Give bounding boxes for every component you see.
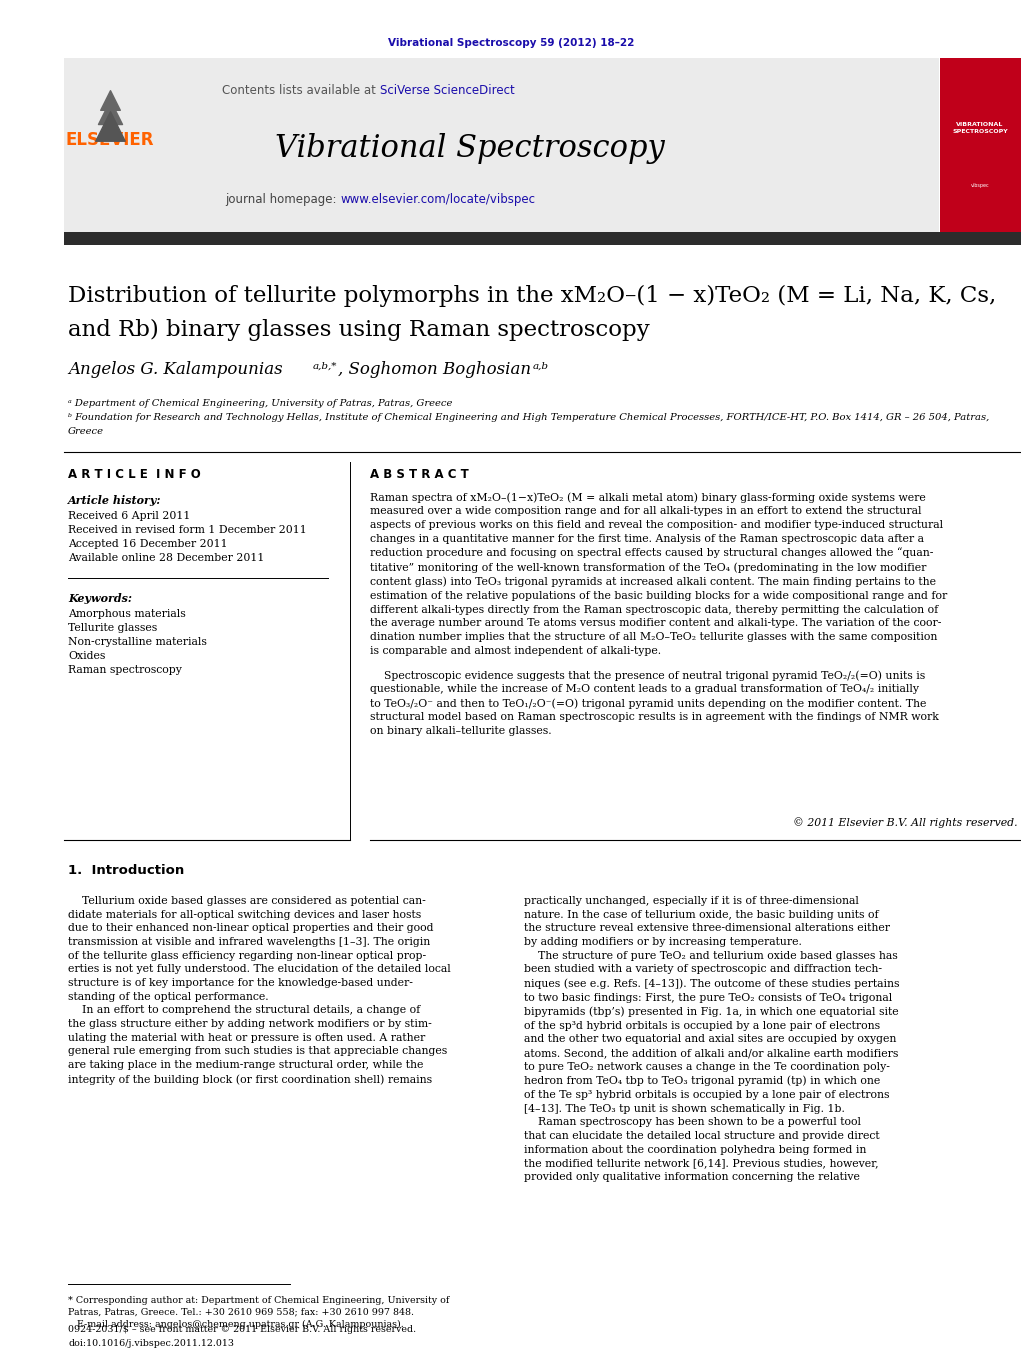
Text: doi:10.1016/j.vibspec.2011.12.013: doi:10.1016/j.vibspec.2011.12.013 bbox=[68, 1339, 234, 1348]
Text: www.elsevier.com/locate/vibspec: www.elsevier.com/locate/vibspec bbox=[340, 193, 535, 207]
Text: Tellurite glasses: Tellurite glasses bbox=[68, 623, 157, 634]
Text: and Rb) binary glasses using Raman spectroscopy: and Rb) binary glasses using Raman spect… bbox=[68, 319, 649, 340]
Text: ᵇ Foundation for Research and Technology Hellas, Institute of Chemical Engineeri: ᵇ Foundation for Research and Technology… bbox=[68, 413, 989, 423]
Text: Tellurium oxide based glasses are considered as potential can-
didate materials : Tellurium oxide based glasses are consid… bbox=[68, 896, 450, 1085]
Text: a,b,*: a,b,* bbox=[313, 362, 338, 370]
Text: , Soghomon Boghosian: , Soghomon Boghosian bbox=[338, 362, 531, 378]
Point bbox=[102, 101, 118, 123]
Text: A R T I C L E  I N F O: A R T I C L E I N F O bbox=[68, 467, 201, 481]
Text: ELSEVIER: ELSEVIER bbox=[65, 131, 154, 149]
Bar bbox=[64, 58, 939, 232]
Text: © 2011 Elsevier B.V. All rights reserved.: © 2011 Elsevier B.V. All rights reserved… bbox=[793, 817, 1018, 828]
Text: Received in revised form 1 December 2011: Received in revised form 1 December 2011 bbox=[68, 526, 306, 535]
Text: Amorphous materials: Amorphous materials bbox=[68, 609, 186, 619]
Text: * Corresponding author at: Department of Chemical Engineering, University of
Pat: * Corresponding author at: Department of… bbox=[68, 1296, 449, 1329]
Text: Received 6 April 2011: Received 6 April 2011 bbox=[68, 511, 190, 521]
Bar bbox=[64, 232, 1021, 245]
Text: SciVerse ScienceDirect: SciVerse ScienceDirect bbox=[380, 84, 515, 96]
Text: ᵃ Department of Chemical Engineering, University of Patras, Patras, Greece: ᵃ Department of Chemical Engineering, Un… bbox=[68, 399, 452, 408]
Text: Spectroscopic evidence suggests that the presence of neutral trigonal pyramid Te: Spectroscopic evidence suggests that the… bbox=[370, 670, 939, 736]
Text: Vibrational Spectroscopy: Vibrational Spectroscopy bbox=[275, 132, 665, 163]
Text: a,b: a,b bbox=[533, 362, 549, 370]
Text: journal homepage:: journal homepage: bbox=[225, 193, 340, 207]
Text: Article history:: Article history: bbox=[68, 494, 161, 505]
Text: Contents lists available at: Contents lists available at bbox=[223, 84, 380, 96]
Text: A B S T R A C T: A B S T R A C T bbox=[370, 467, 469, 481]
Text: vibspec: vibspec bbox=[971, 182, 989, 188]
Text: Non-crystalline materials: Non-crystalline materials bbox=[68, 638, 207, 647]
Text: Vibrational Spectroscopy 59 (2012) 18–22: Vibrational Spectroscopy 59 (2012) 18–22 bbox=[388, 38, 634, 49]
Bar bbox=[940, 58, 1021, 232]
Text: Accepted 16 December 2011: Accepted 16 December 2011 bbox=[68, 539, 228, 549]
Text: Available online 28 December 2011: Available online 28 December 2011 bbox=[68, 553, 264, 563]
Text: Raman spectra of xM₂O–(1−x)TeO₂ (M = alkali metal atom) binary glass-forming oxi: Raman spectra of xM₂O–(1−x)TeO₂ (M = alk… bbox=[370, 492, 947, 655]
Text: 1.  Introduction: 1. Introduction bbox=[68, 863, 184, 877]
Text: Oxides: Oxides bbox=[68, 651, 105, 661]
Text: Keywords:: Keywords: bbox=[68, 593, 132, 604]
Text: Raman spectroscopy: Raman spectroscopy bbox=[68, 665, 182, 676]
Text: 0924-2031/$ – see front matter © 2011 Elsevier B.V. All rights reserved.: 0924-2031/$ – see front matter © 2011 El… bbox=[68, 1325, 417, 1335]
Point bbox=[102, 115, 118, 136]
Point bbox=[102, 89, 118, 111]
Text: Distribution of tellurite polymorphs in the xM₂O–(1 − x)TeO₂ (M = Li, Na, K, Cs,: Distribution of tellurite polymorphs in … bbox=[68, 285, 996, 307]
Text: VIBRATIONAL
SPECTROSCOPY: VIBRATIONAL SPECTROSCOPY bbox=[953, 122, 1008, 134]
Text: practically unchanged, especially if it is of three-dimensional
nature. In the c: practically unchanged, especially if it … bbox=[524, 896, 900, 1182]
Text: Greece: Greece bbox=[68, 427, 104, 436]
Text: Angelos G. Kalampounias: Angelos G. Kalampounias bbox=[68, 362, 283, 378]
